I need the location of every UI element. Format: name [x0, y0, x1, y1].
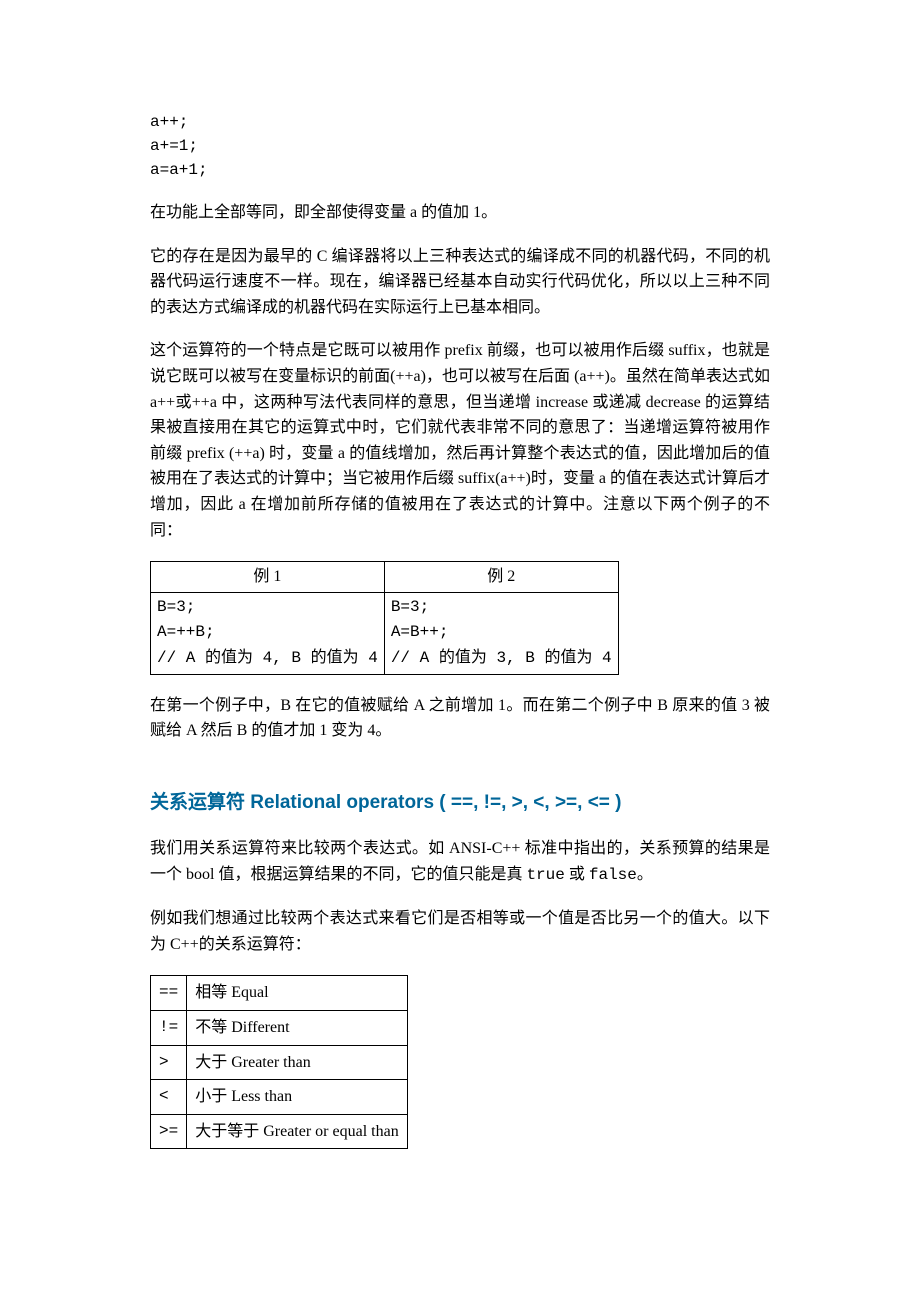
code-block: a++; a+=1; a=a+1;	[150, 110, 770, 182]
document-page: a++; a+=1; a=a+1; 在功能上全部等同，即全部使得变量 a 的值加…	[0, 0, 920, 1302]
code-line: a=a+1;	[150, 158, 770, 182]
operator-desc: 小于 Less than	[187, 1080, 408, 1115]
code-line: B=3;	[391, 595, 612, 621]
heading-ops: ( ==, !=, >, <, >=, <= )	[439, 792, 621, 813]
text-run: 我们用关系运算符来比较两个表达式。如 ANSI-C++ 标准中指出的，关系预算的…	[150, 840, 770, 883]
paragraph: 在功能上全部等同，即全部使得变量 a 的值加 1。	[150, 200, 770, 226]
paragraph: 它的存在是因为最早的 C 编译器将以上三种表达式的编译成不同的机器代码，不同的机…	[150, 244, 770, 321]
text-run: 或	[565, 866, 589, 883]
operator-desc: 大于等于 Greater or equal than	[187, 1114, 408, 1149]
section-heading: 关系运算符 Relational operators ( ==, !=, >, …	[150, 788, 770, 818]
text-run: 。	[637, 866, 653, 883]
table-header: 例 1	[151, 562, 385, 593]
code-line: B=3;	[157, 595, 378, 621]
table-row: B=3; A=++B; // A 的值为 4, B 的值为 4 B=3; A=B…	[151, 592, 619, 674]
code-line: a++;	[150, 110, 770, 134]
table-row: >= 大于等于 Greater or equal than	[151, 1114, 408, 1149]
table-row: != 不等 Different	[151, 1011, 408, 1046]
paragraph: 例如我们想通过比较两个表达式来看它们是否相等或一个值是否比另一个的值大。以下为 …	[150, 906, 770, 957]
operator-symbol: ==	[151, 976, 187, 1011]
code-line: A=++B;	[157, 620, 378, 646]
table-row: > 大于 Greater than	[151, 1045, 408, 1080]
operator-symbol: !=	[151, 1011, 187, 1046]
heading-en: Relational operators	[250, 792, 434, 813]
example-table: 例 1 例 2 B=3; A=++B; // A 的值为 4, B 的值为 4 …	[150, 561, 619, 674]
paragraph: 在第一个例子中，B 在它的值被赋给 A 之前增加 1。而在第二个例子中 B 原来…	[150, 693, 770, 744]
operators-table: == 相等 Equal != 不等 Different > 大于 Greater…	[150, 975, 408, 1149]
paragraph: 我们用关系运算符来比较两个表达式。如 ANSI-C++ 标准中指出的，关系预算的…	[150, 836, 770, 888]
code-inline: true	[526, 866, 564, 884]
operator-desc: 不等 Different	[187, 1011, 408, 1046]
table-cell: B=3; A=++B; // A 的值为 4, B 的值为 4	[151, 592, 385, 674]
operator-symbol: >=	[151, 1114, 187, 1149]
table-header-row: 例 1 例 2	[151, 562, 619, 593]
code-line: // A 的值为 3, B 的值为 4	[391, 646, 612, 672]
code-line: a+=1;	[150, 134, 770, 158]
operator-desc: 相等 Equal	[187, 976, 408, 1011]
table-header: 例 2	[384, 562, 618, 593]
paragraph: 这个运算符的一个特点是它既可以被用作 prefix 前缀，也可以被用作后缀 su…	[150, 338, 770, 543]
code-inline: false	[589, 866, 637, 884]
table-row: < 小于 Less than	[151, 1080, 408, 1115]
operator-desc: 大于 Greater than	[187, 1045, 408, 1080]
code-line: // A 的值为 4, B 的值为 4	[157, 646, 378, 672]
heading-cn: 关系运算符	[150, 792, 245, 813]
operator-symbol: <	[151, 1080, 187, 1115]
operator-symbol: >	[151, 1045, 187, 1080]
code-line: A=B++;	[391, 620, 612, 646]
table-cell: B=3; A=B++; // A 的值为 3, B 的值为 4	[384, 592, 618, 674]
table-row: == 相等 Equal	[151, 976, 408, 1011]
